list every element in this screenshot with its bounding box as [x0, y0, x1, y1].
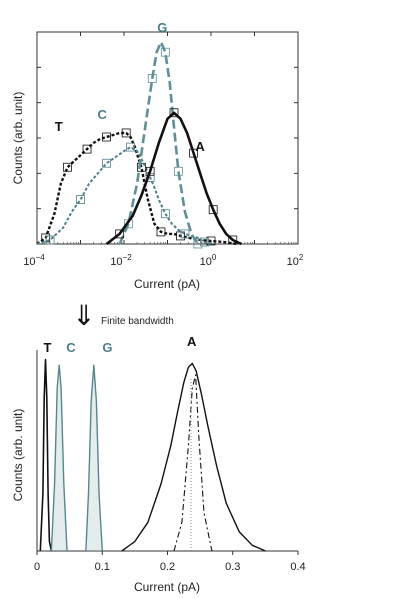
bottom-label-a: A	[187, 334, 197, 349]
top-series-a-marker	[169, 108, 179, 118]
tick-base: 10	[23, 256, 35, 268]
top-series-group	[36, 40, 242, 249]
top-series-g-marker	[173, 166, 183, 176]
tick-base: 10	[287, 256, 299, 268]
top-x-tick-label: 100	[200, 253, 217, 268]
top-label-g: G	[157, 20, 167, 35]
top-x-tick-label: 10−2	[110, 253, 132, 268]
bottom-x-tick-label: 0.3	[225, 561, 240, 573]
top-series-t-marker	[121, 128, 131, 138]
bottom-label-t: T	[43, 340, 51, 355]
bottom-series-a	[121, 362, 266, 552]
tick-exponent: −4	[36, 253, 46, 262]
top-series-t-marker	[102, 132, 111, 142]
bottom-x-tick-label: 0.1	[95, 561, 110, 573]
top-series-a-marker	[189, 148, 199, 158]
tick-base: 10	[110, 256, 122, 268]
bottom-x-tick-label: 0	[34, 561, 40, 573]
bottom-series-a-dashdot	[173, 374, 213, 552]
top-series-t-marker	[136, 162, 146, 172]
top-series-a-marker	[228, 235, 238, 245]
top-series-a	[105, 111, 242, 246]
top-x-tick-label: 102	[287, 253, 304, 268]
tick-exponent: 0	[212, 253, 217, 262]
top-x-axis-label: Current (pA)	[134, 277, 200, 291]
top-x-tick-labels: 10−4 10−2 100 102	[23, 253, 304, 268]
top-label-t: T	[55, 119, 63, 134]
bottom-series-c-fill	[51, 365, 67, 551]
down-arrow-icon: ⇓	[72, 299, 95, 332]
bottom-series-t	[39, 358, 53, 552]
top-series-c-marker	[102, 158, 111, 168]
bottom-series-g	[85, 364, 103, 552]
top-series-c-marker	[76, 195, 85, 204]
top-series-t-marker	[206, 236, 216, 246]
bottom-series-c	[50, 364, 68, 552]
bottom-x-tick-label: 0.4	[290, 561, 305, 573]
tick-base: 10	[200, 256, 212, 268]
top-series-c-marker	[45, 235, 55, 245]
bottom-x-tick-label: 0.2	[160, 561, 175, 573]
top-series-t-marker	[82, 144, 92, 154]
top-series-g-marker	[147, 74, 157, 83]
top-series-t-marker	[156, 227, 166, 237]
bottom-label-g: G	[102, 340, 112, 355]
top-series-g-marker	[193, 239, 203, 249]
bottom-series-group	[39, 358, 266, 552]
top-series-c-marker	[180, 229, 190, 239]
tick-exponent: 2	[299, 253, 304, 262]
top-label-c: C	[98, 107, 108, 122]
top-series-a-marker	[145, 166, 155, 176]
bottom-series-g-fill	[85, 365, 103, 551]
bottom-x-axis-label: Current (pA)	[134, 580, 200, 594]
top-series-a-marker	[208, 205, 218, 215]
bottom-ticks	[36, 551, 299, 555]
bottom-y-axis-label: Counts (arb. unit)	[11, 409, 25, 502]
top-series-t-marker	[63, 162, 72, 172]
finite-bandwidth-annotation: ⇓ Finite bandwidth	[72, 299, 174, 332]
top-series-c-marker	[160, 209, 170, 219]
tick-exponent: −2	[123, 253, 133, 262]
top-series-g-marker	[160, 47, 170, 57]
top-ticks	[36, 32, 299, 244]
top-series-c	[36, 146, 212, 245]
bottom-x-tick-labels: 0 0.1 0.2 0.3 0.4	[34, 561, 306, 573]
top-series-a-marker	[115, 229, 125, 239]
top-series-c-marker	[126, 142, 135, 152]
top-series-labels: T C G A	[55, 20, 206, 154]
top-x-tick-label: 10−4	[23, 253, 45, 268]
annotation-text: Finite bandwidth	[101, 316, 174, 327]
bottom-label-c: C	[66, 340, 76, 355]
top-series-g	[118, 40, 200, 245]
top-label-a: A	[195, 139, 205, 154]
top-series-c-marker	[200, 237, 209, 247]
top-y-axis-label: Counts (arb. unit)	[11, 92, 25, 185]
